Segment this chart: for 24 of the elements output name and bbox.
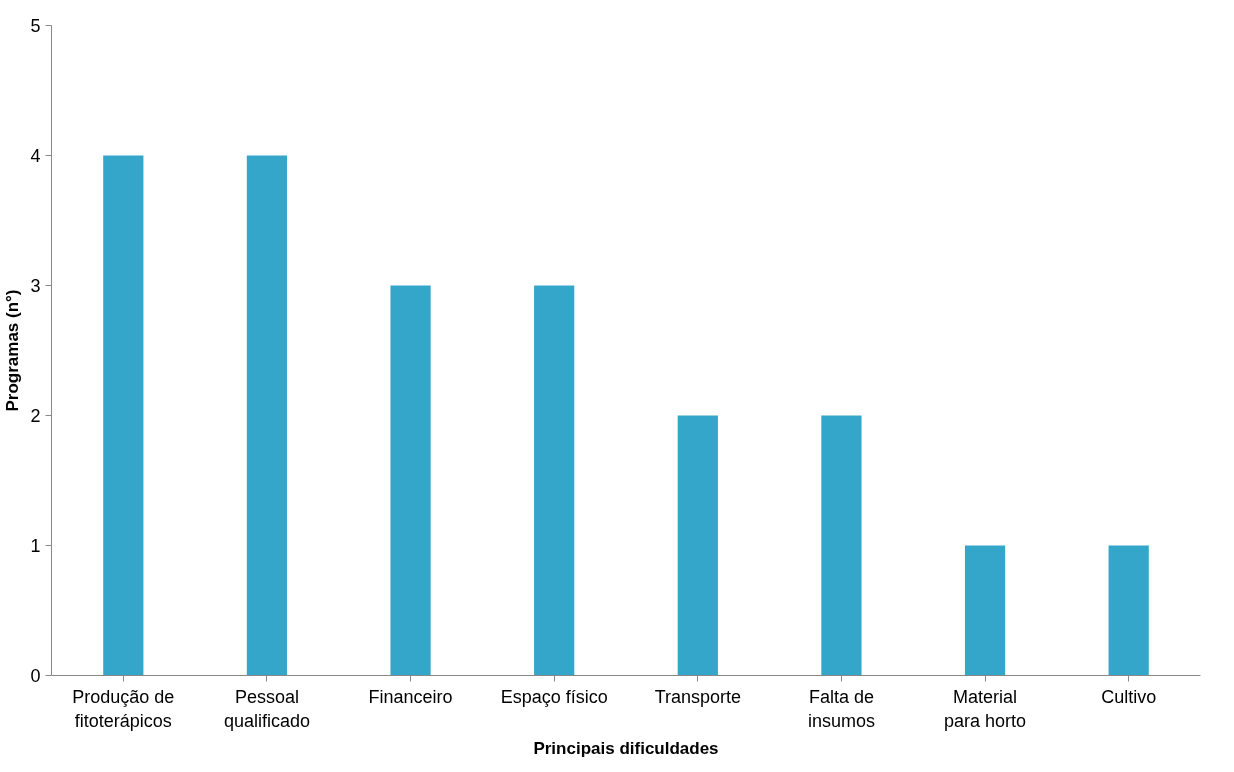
y-tick-label: 5 [30, 16, 41, 36]
x-tick-label: Financeiro [368, 686, 453, 707]
bar [103, 155, 144, 676]
x-tick-label: Falta de insumos [807, 686, 875, 731]
x-tick-label: Cultivo [1101, 686, 1157, 707]
x-tick-label: Transporte [654, 686, 741, 707]
bar [390, 285, 431, 676]
y-tick-label: 2 [30, 406, 41, 426]
bar [1108, 545, 1149, 676]
y-axis-title: Programas (n°) [3, 289, 23, 412]
x-tick-label: Espaço físico [500, 686, 608, 707]
x-axis-title: Principais dificuldades [533, 738, 719, 758]
x-tick-label: Produção de fitoterápicos [72, 686, 175, 731]
x-tick-label: Material para horto [944, 686, 1027, 731]
y-tick-label: 1 [30, 536, 41, 556]
y-tick-label: 4 [30, 146, 41, 166]
bar [246, 155, 288, 676]
bar [534, 285, 575, 676]
bar [821, 415, 862, 676]
x-tick-label: Pessoal qualificado [223, 686, 310, 731]
y-tick-label: 0 [30, 666, 41, 686]
y-tick-label: 3 [30, 276, 41, 296]
bar [677, 415, 718, 676]
bar [964, 545, 1006, 676]
